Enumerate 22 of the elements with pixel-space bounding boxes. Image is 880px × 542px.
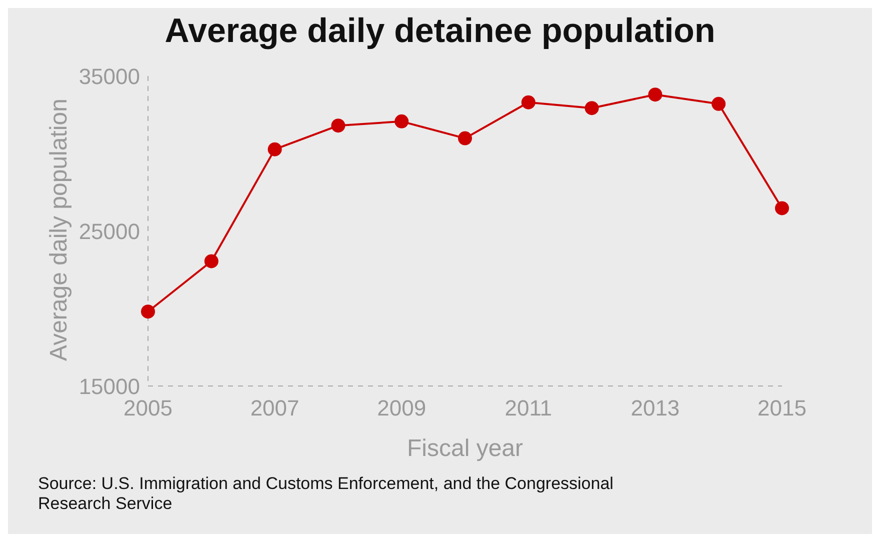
x-axis-title: Fiscal year (406, 435, 524, 462)
point (268, 142, 282, 156)
point (331, 118, 346, 133)
y-tick-label: 35000 (78, 64, 140, 89)
point (458, 131, 472, 146)
x-tick-label: 2007 (250, 396, 300, 421)
chart-title: Average daily detainee population (164, 11, 716, 52)
point (394, 114, 409, 128)
point (204, 254, 218, 268)
x-tick-label: 2015 (758, 396, 806, 421)
point (584, 101, 599, 116)
x-tick-label: 2011 (504, 396, 552, 421)
point (141, 304, 155, 319)
y-tick-label: 25000 (78, 218, 140, 244)
x-tick-label: 2013 (630, 396, 680, 421)
source-note: Source: U.S. Immigration and Customs Enforcement, and the Congressional Research Service (38, 474, 614, 514)
y-axis-title: Average daily population (46, 98, 73, 361)
x-tick-label: 2009 (377, 396, 426, 421)
point (648, 88, 662, 102)
point (521, 95, 536, 110)
point (712, 96, 726, 111)
point (775, 201, 789, 216)
